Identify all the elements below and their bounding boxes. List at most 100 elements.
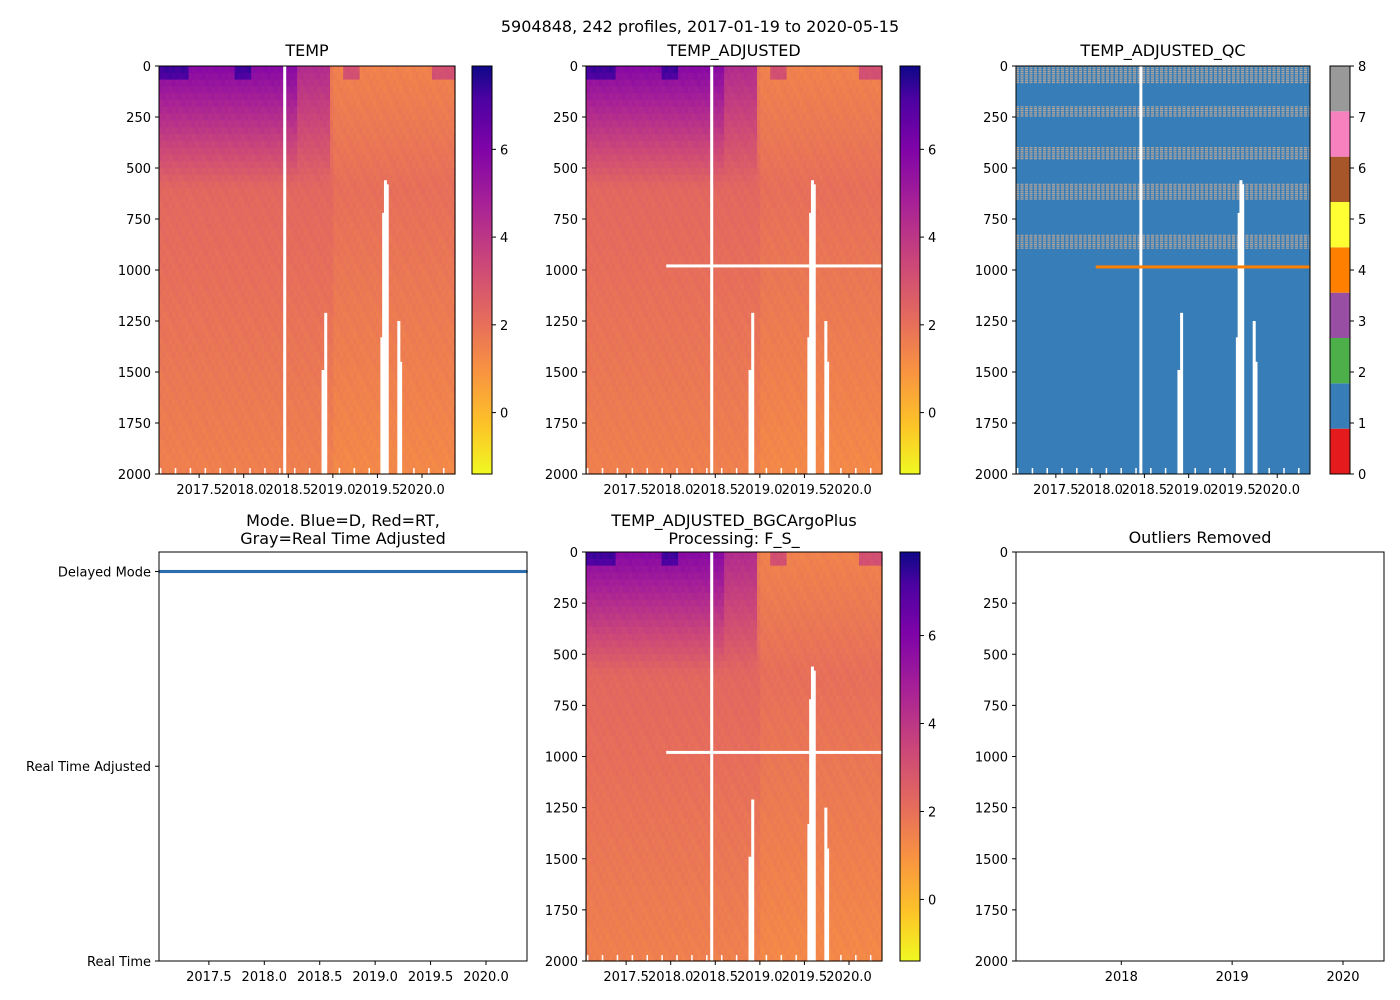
heatmap-cell: [231, 399, 236, 407]
heatmap-cell: [191, 168, 196, 176]
heatmap-cell: [205, 433, 209, 441]
heatmap-cell: [234, 79, 239, 87]
heatmap-cell: [224, 365, 229, 373]
heatmap-cell: [270, 433, 275, 441]
heatmap-cell: [191, 86, 196, 94]
heatmap-cell: [218, 433, 223, 441]
heatmap-cell: [231, 168, 236, 176]
heatmap-cell: [264, 208, 269, 217]
heatmap-cell: [257, 72, 262, 81]
heatmap-cell: [162, 270, 167, 278]
heatmap-cell: [251, 215, 255, 223]
heatmap-cell: [251, 378, 255, 387]
heatmap-cell: [208, 202, 213, 210]
heatmap-cell: [165, 106, 170, 115]
heatmap-cell: [257, 106, 262, 115]
heatmap-cell: [221, 263, 226, 271]
heatmap-cell: [178, 426, 183, 434]
heatmap-cell: [244, 154, 249, 162]
heatmap-cell: [237, 127, 242, 135]
heatmap-cell: [237, 256, 242, 264]
heatmap-cell: [201, 406, 206, 414]
heatmap-cell: [168, 385, 173, 393]
heatmap-cell: [277, 93, 282, 101]
heatmap-cell: [182, 181, 186, 189]
heatmap-cell: [280, 351, 285, 359]
heatmap-cell: [280, 208, 285, 217]
heatmap-cell: [237, 372, 242, 380]
heatmap-cell: [237, 324, 242, 332]
heatmap-cell: [211, 365, 216, 373]
heatmap-cell: [172, 236, 177, 244]
heatmap-cell: [274, 168, 278, 176]
heatmap-cell: [241, 324, 246, 332]
heatmap-cell: [231, 236, 236, 244]
heatmap-cell: [178, 412, 183, 421]
heatmap-cell: [224, 222, 229, 230]
heatmap-cell: [188, 385, 193, 393]
heatmap-cell: [162, 358, 167, 366]
heatmap-cell: [218, 113, 223, 121]
heatmap-cell: [172, 399, 177, 407]
heatmap-cell: [224, 331, 229, 339]
heatmap-cell: [264, 256, 269, 264]
heatmap-cell: [254, 310, 259, 319]
heatmap-cell: [280, 446, 285, 455]
heatmap-cell: [159, 283, 163, 291]
heatmap-cell: [218, 134, 223, 142]
heatmap-cell: [178, 453, 183, 461]
heatmap-cell: [214, 236, 219, 244]
heatmap-cell: [162, 419, 167, 427]
heatmap-cell: [234, 256, 239, 264]
heatmap-cell: [254, 79, 259, 87]
heatmap-cell: [162, 120, 167, 128]
heatmap-cell: [251, 358, 255, 366]
heatmap-cell: [191, 433, 196, 441]
heatmap-cell: [188, 242, 193, 251]
heatmap-cell: [241, 304, 246, 312]
heatmap-cell: [270, 406, 275, 414]
heatmap-cell: [260, 358, 265, 366]
heatmap-cell: [191, 202, 196, 210]
heatmap-cell: [195, 106, 200, 115]
heatmap-cell: [274, 344, 278, 353]
heatmap-cell: [244, 236, 249, 244]
heatmap-cell: [251, 229, 255, 237]
heatmap-cell: [159, 215, 163, 223]
heatmap-cell: [185, 344, 190, 353]
heatmap-cell: [274, 378, 278, 387]
heatmap-cell: [201, 249, 206, 257]
heatmap-cell: [205, 378, 209, 387]
heatmap-cell: [264, 161, 269, 169]
heatmap-cell: [274, 351, 278, 359]
heatmap-cell: [165, 399, 170, 407]
heatmap-cell: [162, 249, 167, 257]
heatmap-cell: [290, 242, 295, 251]
heatmap-cell: [287, 412, 292, 421]
heatmap-cell: [280, 168, 285, 176]
heatmap-cell: [221, 270, 226, 278]
heatmap-cell: [244, 304, 249, 312]
heatmap-cell: [280, 460, 285, 468]
heatmap-cell: [241, 297, 246, 305]
heatmap-cell: [231, 134, 236, 142]
heatmap-cell: [247, 446, 252, 455]
heatmap-cell: [280, 140, 285, 149]
heatmap-cell: [172, 276, 177, 285]
heatmap-cell: [254, 270, 259, 278]
heatmap-cell: [287, 283, 292, 291]
heatmap-cell: [188, 399, 193, 407]
heatmap-cell: [168, 113, 173, 121]
heatmap-cell: [260, 242, 265, 251]
heatmap-cell: [270, 100, 275, 108]
heatmap-cell: [231, 365, 236, 373]
heatmap-cell: [188, 412, 193, 421]
heatmap-cell: [159, 453, 163, 461]
heatmap-cell: [244, 174, 249, 183]
heatmap-cell: [172, 134, 177, 142]
heatmap-cell: [175, 331, 180, 339]
heatmap-cell: [257, 120, 262, 128]
heatmap-cell: [201, 236, 206, 244]
heatmap-cell: [267, 392, 272, 400]
heatmap-cell: [165, 93, 170, 101]
